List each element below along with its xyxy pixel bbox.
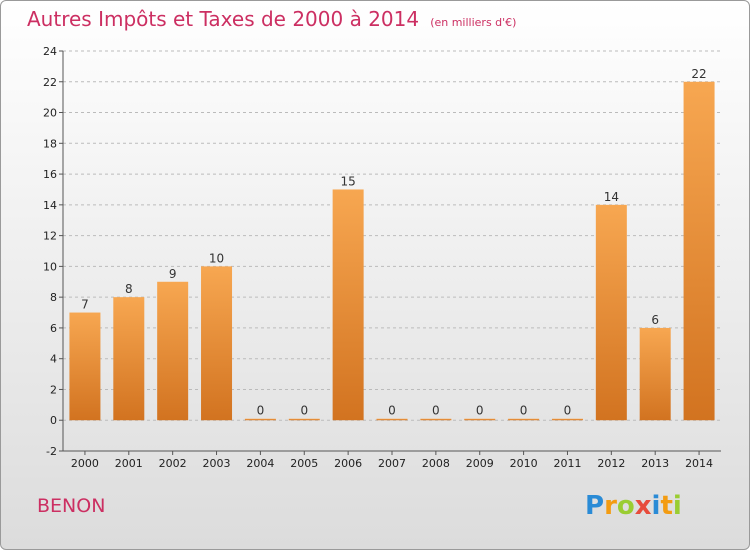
- value-label: 0: [432, 404, 440, 418]
- y-tick-label: 18: [43, 137, 57, 150]
- value-label: 9: [169, 267, 177, 281]
- value-label: 14: [604, 190, 619, 204]
- logo-letter: t: [660, 491, 673, 521]
- commune-name: BENON: [37, 495, 106, 517]
- chart-title-block: Autres Impôts et Taxes de 2000 à 2014 (e…: [27, 7, 516, 31]
- bar: [244, 418, 276, 421]
- x-tick-label: 2011: [553, 457, 581, 470]
- value-label: 6: [651, 313, 659, 327]
- value-label: 22: [691, 67, 706, 81]
- value-label: 0: [520, 404, 528, 418]
- x-tick-label: 2013: [641, 457, 669, 470]
- x-tick-label: 2000: [71, 457, 99, 470]
- value-label: 0: [257, 404, 265, 418]
- y-tick-label: 10: [43, 260, 57, 273]
- logo-letter: o: [616, 491, 635, 521]
- value-label: 0: [476, 404, 484, 418]
- y-tick-label: -2: [46, 445, 57, 458]
- y-tick-label: 0: [50, 414, 57, 427]
- bar: [157, 281, 189, 421]
- y-tick-label: 22: [43, 76, 57, 89]
- bar: [464, 418, 496, 421]
- logo-letter: x: [634, 491, 652, 521]
- x-tick-label: 2007: [378, 457, 406, 470]
- x-tick-label: 2006: [334, 457, 362, 470]
- bar: [508, 418, 540, 421]
- x-tick-label: 2010: [510, 457, 538, 470]
- x-tick-label: 2012: [597, 457, 625, 470]
- value-label: 0: [564, 404, 572, 418]
- logo-letter: r: [604, 491, 617, 521]
- bar: [69, 312, 101, 421]
- y-tick-label: 12: [43, 230, 57, 243]
- x-tick-label: 2001: [115, 457, 143, 470]
- value-label: 0: [300, 404, 308, 418]
- y-tick-label: 2: [50, 383, 57, 396]
- x-tick-label: 2014: [685, 457, 713, 470]
- value-label: 15: [340, 174, 355, 188]
- bar: [201, 266, 233, 421]
- bar: [332, 189, 364, 421]
- x-tick-label: 2004: [246, 457, 274, 470]
- bar: [683, 81, 715, 421]
- y-tick-label: 14: [43, 199, 57, 212]
- bar: [595, 204, 627, 421]
- value-label: 10: [209, 251, 224, 265]
- logo-letter: i: [672, 491, 682, 521]
- logo-letter: P: [585, 491, 605, 521]
- y-tick-label: 6: [50, 322, 57, 335]
- y-tick-label: 20: [43, 107, 57, 120]
- bar: [288, 418, 320, 421]
- proxiti-logo: Proxiti: [585, 491, 682, 521]
- value-label: 8: [125, 282, 133, 296]
- x-tick-label: 2002: [159, 457, 187, 470]
- y-tick-label: 8: [50, 291, 57, 304]
- logo-letter: i: [651, 491, 661, 521]
- y-tick-label: 24: [43, 45, 57, 58]
- x-tick-label: 2005: [290, 457, 318, 470]
- bar: [376, 418, 408, 421]
- value-label: 7: [81, 298, 89, 312]
- y-tick-label: 4: [50, 353, 57, 366]
- x-tick-label: 2008: [422, 457, 450, 470]
- chart-subtitle: (en milliers d'€): [430, 16, 517, 29]
- bar: [113, 297, 145, 421]
- x-tick-label: 2003: [203, 457, 231, 470]
- bar: [551, 418, 583, 421]
- y-tick-label: 16: [43, 168, 57, 181]
- chart-title: Autres Impôts et Taxes de 2000 à 2014: [27, 7, 420, 31]
- x-tick-label: 2009: [466, 457, 494, 470]
- bar: [639, 327, 671, 421]
- value-label: 0: [388, 404, 396, 418]
- bar: [420, 418, 452, 421]
